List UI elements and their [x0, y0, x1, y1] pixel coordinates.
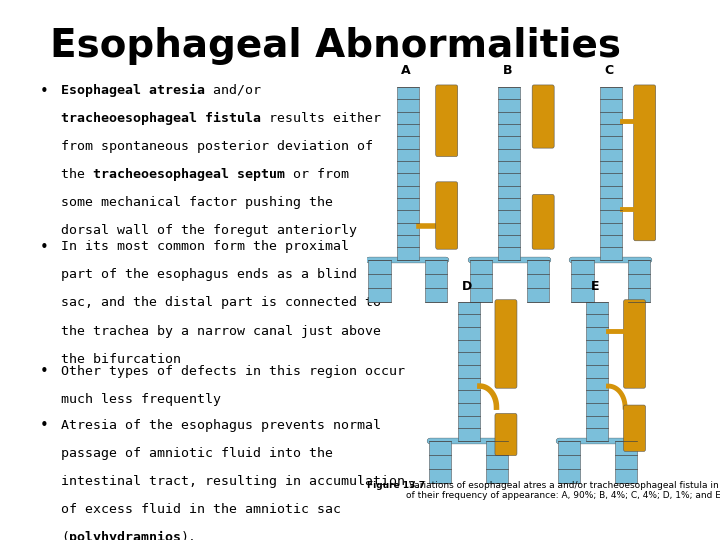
FancyBboxPatch shape — [436, 182, 458, 249]
Text: much less frequently: much less frequently — [61, 393, 221, 406]
Text: polyhydramnios: polyhydramnios — [69, 531, 181, 540]
Bar — [586, 302, 608, 441]
Text: In its most common form the proximal: In its most common form the proximal — [61, 240, 349, 253]
Text: of excess fluid in the amniotic sac: of excess fluid in the amniotic sac — [61, 503, 341, 516]
Bar — [425, 260, 447, 302]
Text: B: B — [503, 64, 513, 77]
Text: some mechanical factor pushing the: some mechanical factor pushing the — [61, 196, 333, 209]
FancyBboxPatch shape — [532, 194, 554, 249]
Text: results either: results either — [261, 112, 381, 125]
Text: A: A — [401, 64, 411, 77]
Bar — [615, 441, 637, 483]
Text: •: • — [40, 418, 48, 434]
Text: the: the — [61, 168, 93, 181]
Text: passage of amniotic fluid into the: passage of amniotic fluid into the — [61, 447, 333, 460]
Text: •: • — [40, 364, 48, 380]
Text: dorsal wall of the foregut anteriorly: dorsal wall of the foregut anteriorly — [61, 224, 357, 237]
Bar — [429, 441, 451, 483]
Text: Other types of defects in this region occur: Other types of defects in this region oc… — [61, 364, 405, 377]
Text: intestinal tract, resulting in accumulation: intestinal tract, resulting in accumulat… — [61, 475, 405, 488]
Bar — [486, 441, 508, 483]
Bar — [368, 260, 390, 302]
Bar — [458, 302, 480, 441]
Bar — [469, 260, 492, 302]
FancyBboxPatch shape — [624, 300, 646, 388]
Bar — [498, 87, 521, 260]
Text: tracheoesophageal septum: tracheoesophageal septum — [93, 168, 285, 181]
Text: from spontaneous posterior deviation of: from spontaneous posterior deviation of — [61, 140, 373, 153]
Text: E: E — [591, 280, 600, 293]
FancyBboxPatch shape — [624, 405, 646, 451]
FancyBboxPatch shape — [495, 414, 517, 456]
FancyBboxPatch shape — [532, 85, 554, 148]
Bar — [397, 87, 419, 260]
Text: ).: ). — [181, 531, 197, 540]
Text: C: C — [605, 64, 613, 77]
Text: D: D — [462, 280, 472, 293]
Text: Esophageal Abnormalities: Esophageal Abnormalities — [50, 27, 621, 65]
Text: the trachea by a narrow canal just above: the trachea by a narrow canal just above — [61, 325, 381, 338]
Text: Figure 13.7: Figure 13.7 — [367, 481, 426, 490]
Text: (: ( — [61, 531, 69, 540]
Text: Atresia of the esophagus prevents normal: Atresia of the esophagus prevents normal — [61, 418, 381, 431]
Bar — [571, 260, 593, 302]
Text: the bifurcation: the bifurcation — [61, 353, 181, 366]
Bar — [600, 87, 622, 260]
FancyBboxPatch shape — [436, 85, 458, 157]
Bar — [628, 260, 650, 302]
Text: tracheoesophageal fistula: tracheoesophageal fistula — [61, 112, 261, 125]
Bar — [558, 441, 580, 483]
Text: •: • — [40, 240, 48, 255]
FancyBboxPatch shape — [495, 300, 517, 388]
Text: Esophageal atresia: Esophageal atresia — [61, 84, 205, 97]
Text: and/or: and/or — [205, 84, 261, 97]
Text: sac, and the distal part is connected to: sac, and the distal part is connected to — [61, 296, 381, 309]
Text: Variations of esophageal atres a and/or tracheoesophageal fistula in order
of th: Variations of esophageal atres a and/or … — [406, 481, 720, 500]
Text: part of the esophagus ends as a blind: part of the esophagus ends as a blind — [61, 268, 357, 281]
Bar — [526, 260, 549, 302]
Text: •: • — [40, 84, 48, 99]
Text: or from: or from — [285, 168, 349, 181]
FancyBboxPatch shape — [634, 85, 656, 241]
